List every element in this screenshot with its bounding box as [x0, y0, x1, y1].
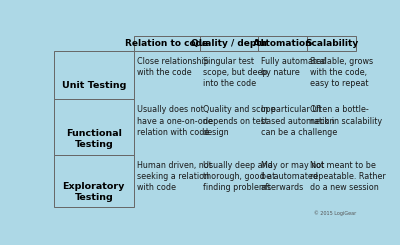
Text: Relation to code: Relation to code [125, 39, 208, 48]
Text: Fully automated
by nature: Fully automated by nature [261, 57, 326, 77]
Text: Exploratory
Testing: Exploratory Testing [62, 182, 125, 202]
Text: Scalability: Scalability [305, 39, 358, 48]
Text: Human driven, not
seeking a relation
with code: Human driven, not seeking a relation wit… [137, 161, 212, 192]
Text: Often a bottle-
neck in scalability: Often a bottle- neck in scalability [310, 105, 382, 125]
Text: Usually deep and
thorough, good at
finding problems: Usually deep and thorough, good at findi… [203, 161, 275, 192]
Text: Unit Testing: Unit Testing [62, 81, 126, 90]
Text: Quality / depth: Quality / depth [190, 39, 267, 48]
Bar [134, 36, 200, 51]
Text: In particular UI
based automation
can be a challenge: In particular UI based automation can be… [261, 105, 337, 137]
Bar [54, 155, 134, 207]
Text: Singular test
scope, but deep
into the code: Singular test scope, but deep into the c… [203, 57, 267, 88]
Text: Not meant to be
repeatable. Rather
do a new session: Not meant to be repeatable. Rather do a … [310, 161, 386, 192]
Bar [200, 36, 258, 51]
Text: Functional
Testing: Functional Testing [66, 129, 122, 149]
Text: Automation: Automation [253, 39, 312, 48]
Text: Usually does not
have a one-on-one
relation with code: Usually does not have a one-on-one relat… [137, 105, 212, 137]
Bar [258, 36, 307, 51]
Text: © 2015 LogiGear: © 2015 LogiGear [314, 210, 356, 216]
Text: Close relationship
with the code: Close relationship with the code [137, 57, 209, 77]
Bar [54, 99, 134, 155]
Text: Quality and scope
depends on test
design: Quality and scope depends on test design [203, 105, 275, 137]
Text: May or may not
be automated
afterwards: May or may not be automated afterwards [261, 161, 324, 192]
Bar [54, 51, 134, 99]
Text: Scalable, grows
with the code,
easy to repeat: Scalable, grows with the code, easy to r… [310, 57, 374, 88]
Bar [307, 36, 356, 51]
